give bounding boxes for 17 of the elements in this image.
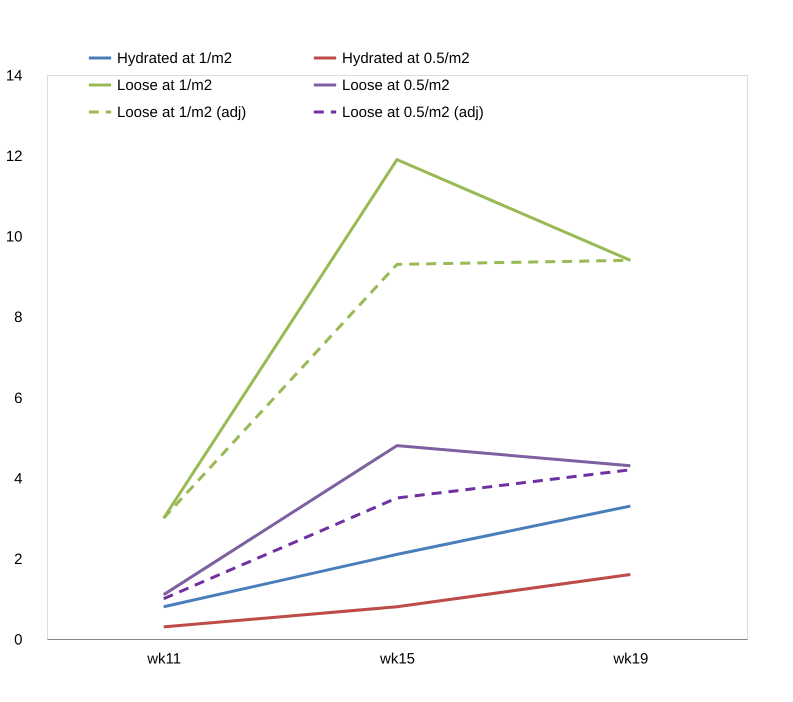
x-tick-label: wk11 (146, 650, 182, 668)
legend-label: Hydrated at 1/m2 (117, 50, 232, 67)
x-tick-label: wk15 (378, 650, 416, 668)
legend-label: Hydrated at 0.5/m2 (342, 50, 470, 67)
y-tick-label: 0 (14, 632, 22, 648)
legend-label: Loose at 0.5/m2 (342, 77, 450, 94)
y-tick-label: 8 (14, 309, 22, 326)
legend-label: Loose at 1/m2 (adj) (117, 104, 246, 121)
legend-label: Loose at 0.5/m2 (adj) (342, 104, 484, 121)
x-tick-label: wk19 (612, 650, 648, 668)
y-tick-label: 14 (6, 68, 22, 84)
y-tick-label: 4 (14, 470, 22, 488)
y-tick-label: 10 (6, 228, 22, 246)
y-tick-label: 12 (6, 148, 22, 166)
y-tick-label: 2 (14, 550, 22, 568)
y-tick-label: 6 (14, 390, 22, 407)
legend-label: Loose at 1/m2 (117, 77, 212, 94)
